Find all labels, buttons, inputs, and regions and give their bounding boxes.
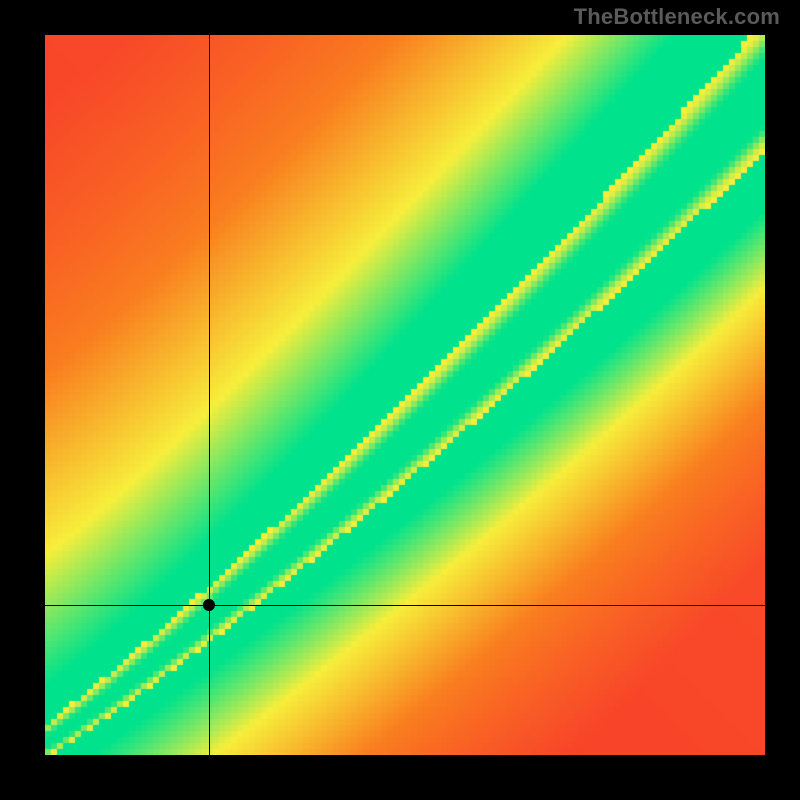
heatmap-plot — [45, 35, 765, 755]
attribution-text: TheBottleneck.com — [574, 4, 780, 30]
crosshair-horizontal — [45, 605, 765, 606]
crosshair-marker — [203, 599, 215, 611]
crosshair-vertical — [209, 35, 210, 755]
